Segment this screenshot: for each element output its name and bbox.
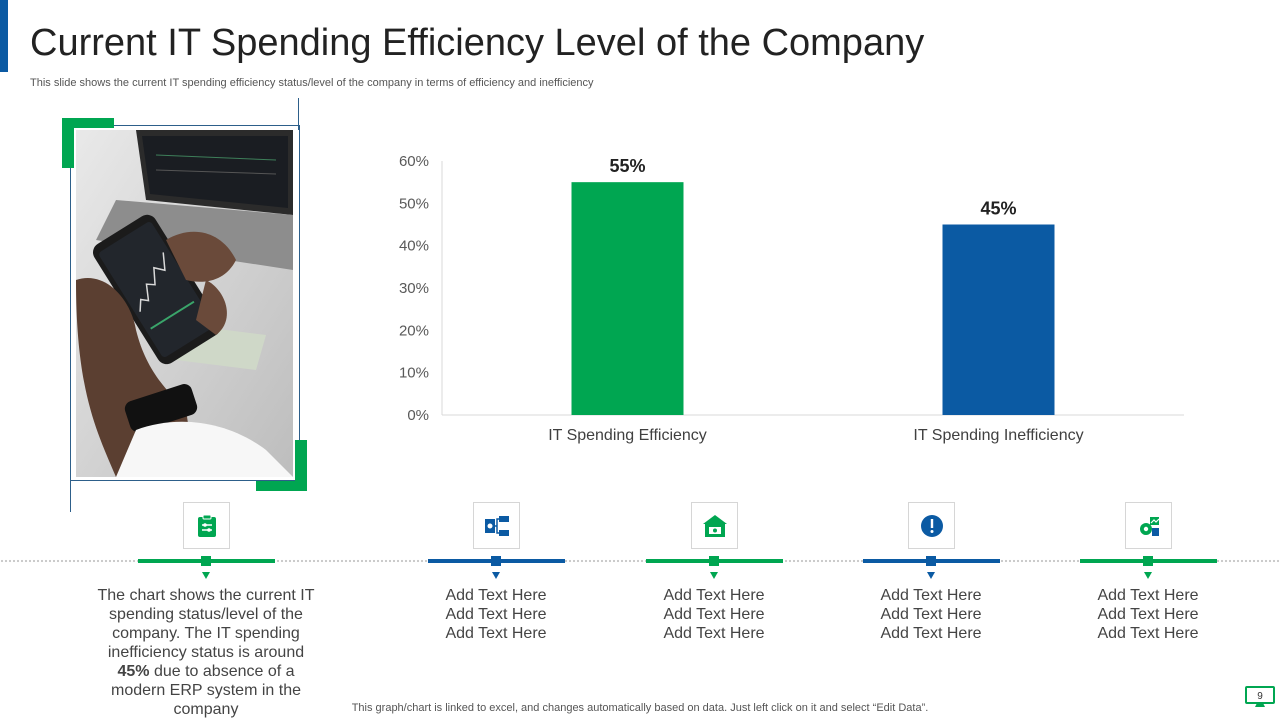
frame-corner-bottom-right [256,481,307,491]
page-number: 9 [1257,691,1263,702]
frame-corner-bottom-right-vertical [295,440,307,491]
step-4-line-2: Add Text Here [880,606,982,623]
step-1-icon-box [183,502,230,549]
bar-1[interactable] [571,182,684,415]
y-tick-label: 20% [399,322,429,339]
network-diagram-icon [484,515,509,536]
y-tick-label: 10% [399,365,429,382]
step-4-marker [926,556,936,566]
y-tick-label: 0% [407,407,429,424]
step-5-icon-box [1125,502,1172,549]
timeline-dotted-line [0,559,1280,563]
data-label-1: 55% [609,156,645,176]
page-title: Current IT Spending Efficiency Level of … [30,22,925,64]
bar-chart[interactable]: 0% 10% 20% 30% 40% 50% 60% 55% IT Spending Effic… [380,145,1200,455]
step-2-pointer [492,572,500,579]
frame-line-top [298,98,299,130]
step-3-line-1: Add Text Here [663,587,765,604]
step-4-icon-box [908,502,955,549]
title-accent-bar [0,0,8,72]
bar-2[interactable] [942,224,1055,416]
step-3-icon-box [691,502,738,549]
phone-trading-photo [76,130,293,477]
step-4-line-3: Add Text Here [880,625,982,642]
x-tick-label-2: IT Spending Inefficiency [913,427,1083,444]
x-tick-label-1: IT Spending Efficiency [548,427,707,444]
step-2-line-1: Add Text Here [445,587,547,604]
step-3-line-2: Add Text Here [663,606,765,623]
exclamation-icon [920,514,943,537]
step-2-marker [491,556,501,566]
photo-frame [70,125,300,481]
footnote: This graph/chart is linked to excel, and… [351,702,929,714]
step-5-pointer [1144,572,1152,579]
step-4-line-1: Add Text Here [880,587,982,604]
step-3-line-3: Add Text Here [663,625,765,642]
house-monitor-icon [702,514,727,537]
step-5-marker [1143,556,1153,566]
step-2-icon-box [473,502,520,549]
step-5-line-3: Add Text Here [1097,625,1199,642]
step-4-text: Add Text Here Add Text Here Add Text Her… [821,586,1041,643]
gear-growth-icon [1139,516,1159,536]
frame-line-bottom [70,478,71,512]
step-1-pointer [202,572,210,579]
step-4-pointer [927,572,935,579]
y-tick-label: 60% [399,153,429,170]
page-subtitle: This slide shows the current IT spending… [30,77,594,89]
step-3-text: Add Text Here Add Text Here Add Text Her… [604,586,824,643]
step-2-line-3: Add Text Here [445,625,547,642]
frame-corner-top-left-vertical [62,118,74,168]
step-5-line-2: Add Text Here [1097,606,1199,623]
step-5-line-1: Add Text Here [1097,587,1199,604]
step-3-marker [709,556,719,566]
step-1-marker [201,556,211,566]
y-tick-label: 40% [399,238,429,255]
step-5-text: Add Text Here Add Text Here Add Text Her… [1038,586,1258,643]
clipboard-settings-icon [197,514,216,537]
step-2-line-2: Add Text Here [445,606,547,623]
y-tick-label: 50% [399,195,429,212]
step-1-text-highlight: 45% [117,663,150,680]
step-1-text: The chart shows the current IT spending … [96,586,316,719]
step-1-text-part-end: due to absence of a modern ERP system in… [110,663,301,718]
frame-corner-top-left [62,118,114,128]
y-tick-label: 30% [399,280,429,297]
page-number-badge: 9 [1245,686,1275,707]
data-label-2: 45% [980,199,1016,219]
step-2-text: Add Text Here Add Text Here Add Text Her… [386,586,606,643]
step-1-text-part: The chart shows the current IT spending … [97,587,315,661]
step-3-pointer [710,572,718,579]
